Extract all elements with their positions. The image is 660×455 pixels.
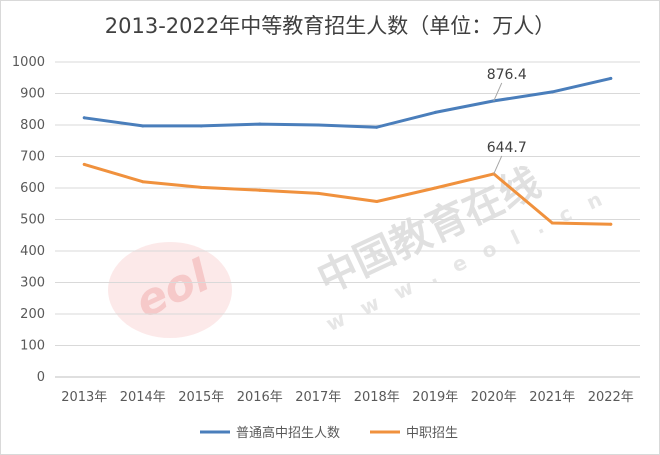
- x-tick-label-7: 2020年: [471, 390, 517, 405]
- leader-line-1: [493, 155, 503, 175]
- x-tick-label-5: 2018年: [354, 390, 400, 405]
- data-point-0-5: [375, 125, 379, 129]
- data-point-1-0: [82, 162, 86, 166]
- axes: 0 100 200 300 400 500 600 700 800 900 1000 2013年 201…: [12, 55, 634, 405]
- y-tick-label-400: 400: [20, 244, 45, 259]
- legend-label-1: 中职招生: [406, 426, 458, 441]
- y-tick-label-600: 600: [20, 181, 45, 196]
- series-lines: [82, 76, 613, 226]
- series-line-0: [82, 76, 613, 129]
- y-tick-label-900: 900: [20, 87, 45, 102]
- data-point-0-1: [141, 124, 145, 128]
- x-tick-label-4: 2017年: [295, 390, 341, 405]
- x-tick-label-8: 2021年: [529, 390, 575, 405]
- data-point-1-2: [199, 185, 203, 189]
- data-point-0-3: [258, 122, 262, 126]
- data-point-0-9: [609, 76, 613, 80]
- y-tick-label-100: 100: [20, 339, 45, 354]
- x-tick-label-0: 2013年: [61, 390, 107, 405]
- data-point-1-3: [258, 188, 262, 192]
- legend: 普通高中招生人数 中职招生: [200, 425, 458, 441]
- y-tick-label-1000: 1000: [12, 55, 45, 70]
- x-tick-label-9: 2022年: [588, 390, 634, 405]
- data-point-1-4: [316, 191, 320, 195]
- leader-line-0: [493, 82, 503, 102]
- y-tick-label-300: 300: [20, 276, 45, 291]
- data-point-0-0: [82, 116, 86, 120]
- x-tick-label-3: 2016年: [237, 390, 283, 405]
- data-point-0-2: [199, 124, 203, 128]
- chart-title: 2013-2022年中等教育招生人数（单位：万人）: [104, 14, 556, 38]
- y-tick-label-500: 500: [20, 213, 45, 228]
- y-tick-label-800: 800: [20, 118, 45, 133]
- data-labels: 876.4 644.7: [487, 67, 527, 175]
- x-tick-label-2: 2015年: [178, 390, 224, 405]
- y-tick-label-700: 700: [20, 150, 45, 165]
- data-point-1-8: [550, 221, 554, 225]
- x-tick-label-6: 2019年: [412, 390, 458, 405]
- data-point-1-1: [141, 180, 145, 184]
- data-point-0-6: [433, 110, 437, 114]
- data-point-1-6: [433, 186, 437, 190]
- x-tick-label-1: 2014年: [120, 390, 166, 405]
- y-tick-label-200: 200: [20, 307, 45, 322]
- y-tick-label-0: 0: [37, 370, 45, 385]
- data-point-0-8: [550, 90, 554, 94]
- data-label-0: 876.4: [487, 67, 527, 83]
- series-line-1: [82, 162, 613, 226]
- legend-label-0: 普通高中招生人数: [236, 425, 340, 441]
- data-point-0-4: [316, 123, 320, 127]
- data-point-1-5: [375, 200, 379, 204]
- data-label-1: 644.7: [487, 140, 527, 156]
- data-point-1-9: [609, 222, 613, 226]
